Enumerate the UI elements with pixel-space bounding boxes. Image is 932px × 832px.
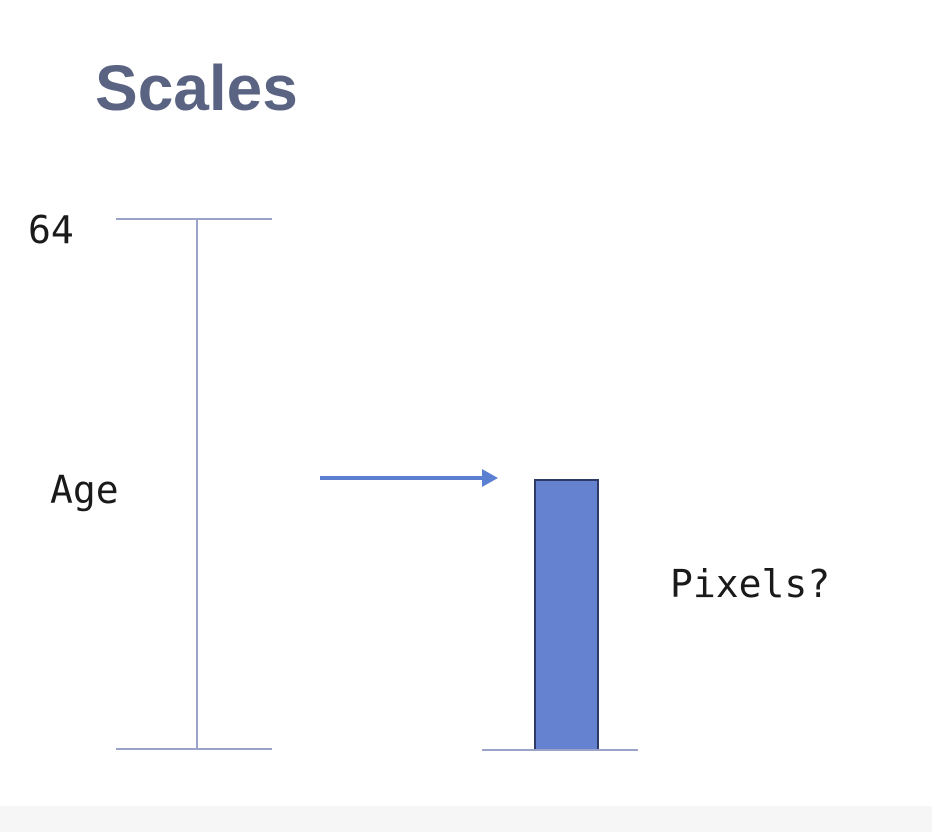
range-label: Pixels? (670, 562, 831, 606)
mapping-arrow-head (482, 469, 498, 487)
domain-max-label: 64 (28, 208, 74, 252)
range-bar (534, 479, 599, 751)
domain-label: Age (50, 468, 119, 512)
bottom-strip (0, 806, 932, 832)
slide-title: Scales (95, 52, 298, 124)
